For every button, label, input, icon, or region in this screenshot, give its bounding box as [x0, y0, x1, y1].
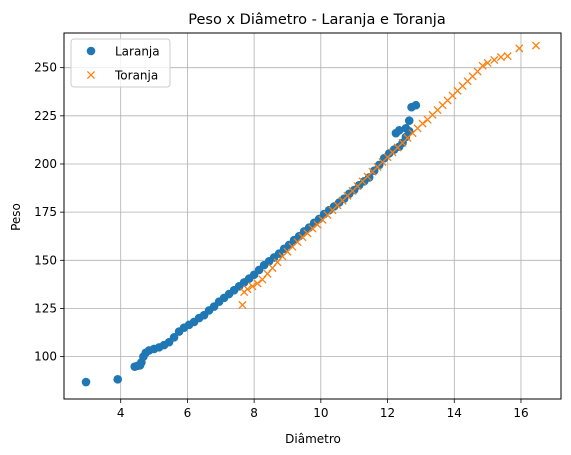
x-tick-label: 6	[184, 406, 192, 420]
data-point	[418, 119, 427, 128]
data-point	[404, 116, 414, 125]
data-point	[515, 44, 524, 53]
plot-frame	[63, 32, 562, 400]
legend-label-toranja: Toranja	[114, 69, 158, 83]
data-point	[81, 377, 91, 387]
y-tick-label: 175	[34, 205, 57, 219]
data-point	[411, 100, 421, 110]
legend: Laranja Toranja	[70, 38, 171, 88]
data-point	[478, 61, 487, 70]
data-point	[496, 53, 506, 62]
x-tick-label: 4	[117, 406, 125, 420]
data-point	[248, 282, 257, 291]
data-point	[483, 58, 492, 67]
y-tick-label: 250	[34, 61, 57, 75]
data-point	[531, 41, 541, 50]
data-point	[243, 285, 252, 294]
x-tick-label: 14	[447, 406, 462, 420]
x-axis-label: Diâmetro	[285, 432, 341, 446]
chart-title: Peso x Diâmetro - Laranja e Toranja	[188, 12, 445, 28]
data-point	[113, 375, 123, 384]
legend-marker-toranja	[86, 70, 96, 80]
x-tick-label: 8	[250, 406, 258, 420]
x-tick-label: 16	[513, 406, 528, 420]
legend-box	[70, 38, 171, 88]
data-point	[308, 224, 317, 233]
legend-marker-laranja	[86, 46, 96, 56]
x-axis-ticks: 4 6 8 10 12 14 16	[117, 399, 529, 420]
y-tick-label: 225	[34, 109, 57, 123]
data-point	[490, 55, 499, 65]
data-point	[253, 279, 262, 288]
data-point	[401, 124, 411, 133]
y-tick-label: 125	[34, 301, 57, 315]
data-point	[394, 125, 404, 135]
series-toranja	[238, 41, 541, 310]
legend-label-laranja: Laranja	[115, 45, 160, 59]
data-point	[169, 333, 179, 342]
series-laranja	[81, 100, 421, 387]
data-point	[298, 233, 307, 242]
y-axis-ticks: 100 125 150 175 200 225 250	[34, 61, 64, 364]
data-point	[503, 52, 512, 61]
x-tick-label: 12	[380, 406, 395, 420]
y-tick-label: 150	[34, 253, 57, 267]
x-tick-label: 10	[313, 406, 328, 420]
data-points	[81, 41, 541, 387]
y-tick-label: 100	[34, 350, 57, 364]
data-point	[238, 300, 247, 310]
y-tick-label: 200	[34, 157, 57, 171]
y-axis-label: Peso	[9, 203, 23, 231]
